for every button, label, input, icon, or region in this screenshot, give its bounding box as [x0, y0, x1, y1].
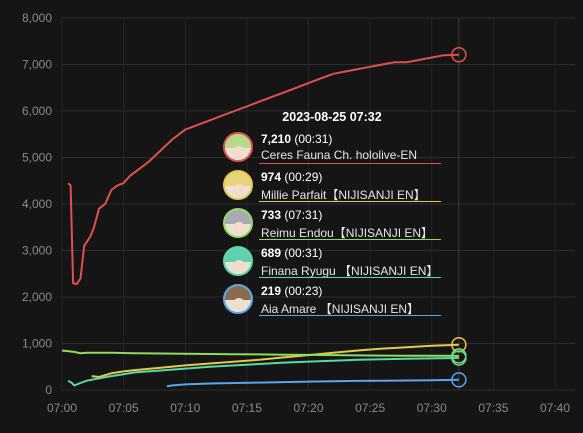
tooltip-channel-name: Finana Ryugu 【NIJISANJI EN】 — [261, 264, 439, 278]
tooltip-value: 219 — [261, 284, 282, 298]
avatar — [223, 132, 253, 162]
y-tick-label: 6,000 — [22, 104, 52, 118]
avatar-face — [233, 298, 245, 310]
x-tick-label: 07:00 — [47, 401, 77, 415]
tooltip-duration: (00:31) — [294, 132, 333, 146]
series-end-marker — [451, 372, 467, 388]
avatar-face — [233, 146, 245, 158]
avatar — [223, 284, 253, 314]
series-line — [67, 53, 459, 285]
tooltip-value: 689 — [261, 246, 282, 260]
tooltip-duration: (00:23) — [284, 284, 323, 298]
y-tick-label: 1,000 — [22, 337, 52, 351]
tooltip-duration: (00:31) — [284, 246, 323, 260]
series-line — [166, 378, 459, 388]
tooltip-duration: (07:31) — [284, 208, 323, 222]
y-tick-label: 4,000 — [22, 197, 52, 211]
y-tick-label: 5,000 — [22, 151, 52, 165]
x-tick-label: 07:40 — [540, 401, 570, 415]
avatar-hair — [225, 210, 251, 225]
tooltip-row-underline — [259, 162, 441, 164]
x-tick-label: 07:30 — [417, 401, 447, 415]
avatar-hair — [225, 286, 251, 301]
tooltip-duration: (00:29) — [284, 170, 323, 184]
tooltip-timestamp: 2023-08-25 07:32 — [282, 110, 382, 124]
tooltip-value: 974 — [261, 170, 282, 184]
x-tick-label: 07:35 — [478, 401, 508, 415]
x-tick-label: 07:05 — [109, 401, 139, 415]
tooltip-channel-name: Millie Parfait【NIJISANJI EN】 — [261, 188, 426, 202]
y-tick-label: 3,000 — [22, 244, 52, 258]
avatar — [223, 246, 253, 276]
y-tick-label: 8,000 — [22, 11, 52, 25]
tooltip-row: 974 (00:29) Millie Parfait【NIJISANJI EN】 — [223, 168, 441, 206]
x-tick-label: 07:25 — [355, 401, 385, 415]
tooltip-row: 219 (00:23) Aia Amare 【NIJISANJI EN】 — [223, 282, 441, 320]
tooltip-row-underline — [259, 200, 441, 202]
avatar-face — [233, 260, 245, 272]
tooltip-row: 689 (00:31) Finana Ryugu 【NIJISANJI EN】 — [223, 244, 441, 282]
avatar-face — [233, 184, 245, 196]
series-end-marker — [451, 46, 467, 63]
avatar — [223, 170, 253, 200]
x-tick-label: 07:20 — [293, 401, 323, 415]
y-tick-label: 2,000 — [22, 290, 52, 304]
avatar-hair — [225, 172, 251, 187]
tooltip-channel-name: Aia Amare 【NIJISANJI EN】 — [261, 302, 420, 316]
avatar — [223, 208, 253, 238]
tooltip-value: 733 — [261, 208, 282, 222]
tooltip-value: 7,210 — [261, 132, 292, 146]
series-line — [61, 349, 459, 357]
y-tick-label: 0 — [45, 383, 52, 397]
avatar-face — [233, 222, 245, 234]
y-tick-label: 7,000 — [22, 58, 52, 72]
avatar-hair — [225, 134, 251, 149]
series-end-marker — [451, 350, 467, 366]
x-tick-label: 07:10 — [170, 401, 200, 415]
tooltip: 2023-08-25 07:32 7,210 (00:31) Ceres Fau… — [223, 108, 441, 320]
series-line — [67, 357, 459, 387]
x-tick-label: 07:15 — [232, 401, 262, 415]
tooltip-row-underline — [259, 238, 441, 240]
tooltip-row: 7,210 (00:31) Ceres Fauna Ch. hololive-E… — [223, 130, 441, 168]
tooltip-row: 733 (07:31) Reimu Endou【NIJISANJI EN】 — [223, 206, 441, 244]
tooltip-channel-name: Ceres Fauna Ch. hololive-EN — [261, 148, 418, 162]
avatar-hair — [225, 248, 251, 263]
tooltip-row-underline — [259, 276, 441, 278]
tooltip-row-underline — [259, 314, 441, 316]
tooltip-channel-name: Reimu Endou【NIJISANJI EN】 — [261, 226, 434, 240]
series-line — [91, 343, 459, 378]
